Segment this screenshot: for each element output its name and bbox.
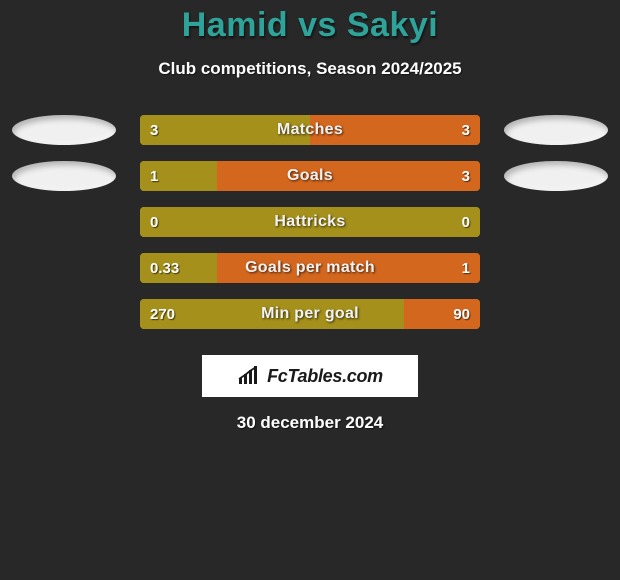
stats-chart: 3 Matches 3 1 Goals 3 0 Hat (0, 107, 620, 337)
stat-right-value: 3 (462, 122, 470, 139)
team-right-logo (504, 115, 608, 145)
comparison-card: Hamid vs Sakyi Club competitions, Season… (0, 0, 620, 433)
stat-row: 0.33 Goals per match 1 (0, 245, 620, 291)
team-left-logo (12, 115, 116, 145)
stat-bar: 0 Hattricks 0 (140, 207, 480, 237)
stat-label: Matches (277, 121, 343, 139)
source-badge-label: FcTables.com (267, 366, 383, 387)
page-subtitle: Club competitions, Season 2024/2025 (0, 59, 620, 79)
stat-right-value: 1 (462, 260, 470, 277)
stat-bar: 3 Matches 3 (140, 115, 480, 145)
stat-label: Goals per match (245, 259, 375, 277)
stat-row: 0 Hattricks 0 (0, 199, 620, 245)
stat-right-value: 3 (462, 168, 470, 185)
bar-right-fill (217, 161, 481, 191)
stat-right-value: 0 (462, 214, 470, 231)
stat-row: 270 Min per goal 90 (0, 291, 620, 337)
stat-left-value: 1 (150, 168, 158, 185)
stat-bar: 1 Goals 3 (140, 161, 480, 191)
stat-label: Min per goal (261, 305, 359, 323)
stat-right-value: 90 (453, 306, 470, 323)
stat-left-value: 270 (150, 306, 175, 323)
team-right-logo (504, 161, 608, 191)
stat-left-value: 3 (150, 122, 158, 139)
stat-row: 1 Goals 3 (0, 153, 620, 199)
chart-icon (237, 366, 261, 386)
stat-bar: 0.33 Goals per match 1 (140, 253, 480, 283)
stat-label: Hattricks (274, 213, 345, 231)
stat-left-value: 0.33 (150, 260, 179, 277)
stat-label: Goals (287, 167, 333, 185)
stat-bar: 270 Min per goal 90 (140, 299, 480, 329)
page-title: Hamid vs Sakyi (0, 6, 620, 45)
stat-left-value: 0 (150, 214, 158, 231)
report-date: 30 december 2024 (0, 413, 620, 433)
stat-row: 3 Matches 3 (0, 107, 620, 153)
source-badge[interactable]: FcTables.com (202, 355, 418, 397)
team-left-logo (12, 161, 116, 191)
